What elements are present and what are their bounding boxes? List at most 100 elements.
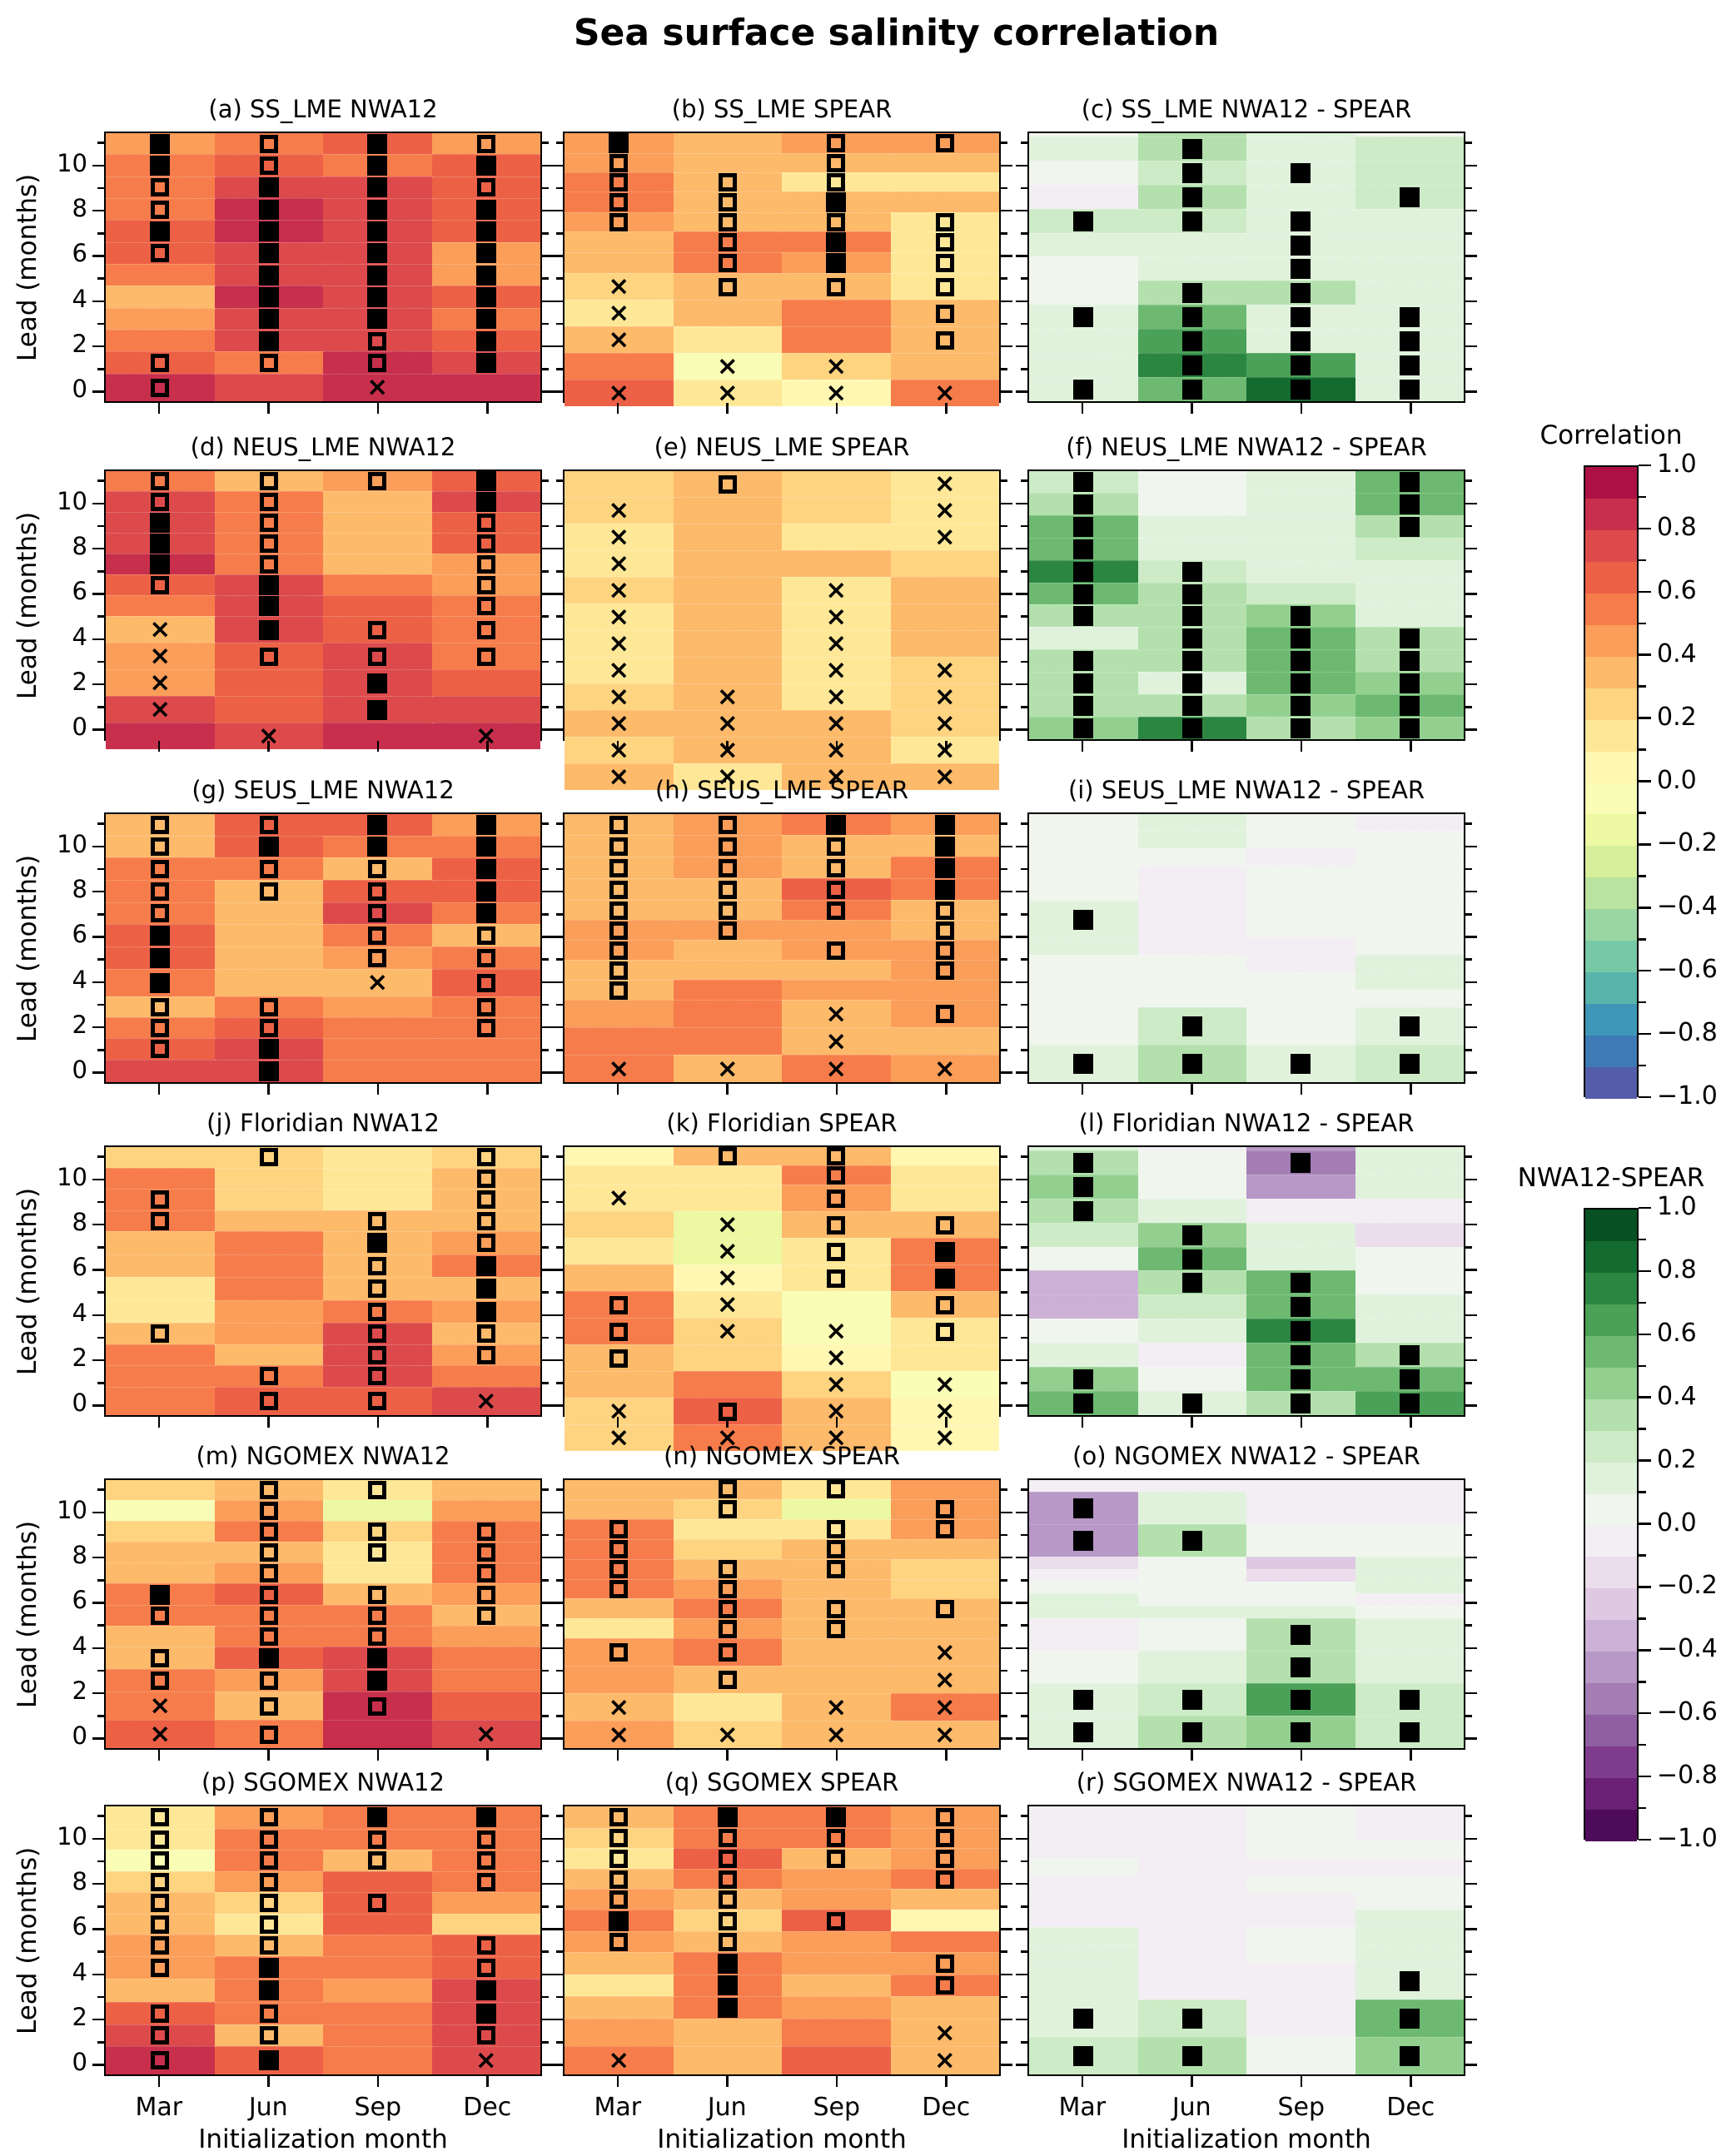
y-axis-tick	[556, 1533, 563, 1537]
y-axis-tick	[97, 615, 104, 618]
y-axis-tick	[551, 1973, 563, 1975]
colorbar-segment	[1585, 656, 1637, 689]
heatmap-cell	[431, 1299, 540, 1323]
x-axis-tick	[1191, 1417, 1193, 1428]
heatmap-cell	[106, 595, 215, 616]
marker-filled-square-icon	[1181, 162, 1202, 183]
y-axis-tick	[1465, 1246, 1472, 1249]
heatmap-cell	[1029, 865, 1138, 883]
heatmap-cell	[214, 1016, 323, 1038]
heatmap-cell	[565, 191, 674, 212]
y-axis-tick	[1001, 186, 1007, 190]
heatmap-cell	[1246, 232, 1355, 257]
heatmap-cell: ×	[565, 763, 674, 790]
colorbar-tick	[1639, 1206, 1651, 1210]
heatmap-cell	[1029, 133, 1138, 137]
y-axis-tick	[542, 1928, 554, 1930]
heatmap-cell	[323, 1669, 432, 1692]
heatmap-cell	[214, 1365, 323, 1387]
heatmap-cell	[1137, 1910, 1246, 1928]
y-axis-tick	[92, 1511, 104, 1513]
subplot-title: (d) NEUS_LME NWA12	[190, 433, 456, 461]
y-axis-tick	[1001, 142, 1007, 144]
heatmap-cell	[323, 2045, 432, 2074]
marker-filled-square-icon	[1291, 651, 1311, 672]
marker-filled-square-icon	[475, 492, 496, 512]
y-axis-tick	[1016, 345, 1027, 348]
y-axis-tick-label: 0	[72, 1056, 87, 1085]
heatmap-cell	[1355, 1962, 1464, 2000]
heatmap-cell	[1029, 1480, 1138, 1492]
heatmap-cell	[565, 1974, 674, 1997]
marker-open-square-icon	[718, 1480, 737, 1499]
y-axis-tick	[542, 1860, 549, 1863]
marker-open-square-icon	[259, 1872, 278, 1891]
y-axis-tick	[1016, 845, 1027, 847]
y-axis-tick	[1016, 936, 1027, 938]
heatmap-cell	[1029, 1840, 1138, 1858]
y-axis-tick	[92, 936, 104, 938]
heatmap-cell	[673, 1344, 782, 1371]
marker-open-square-icon	[476, 647, 495, 666]
marker-x-icon: ×	[608, 655, 630, 685]
subplot-title: (a) SS_LME NWA12	[208, 95, 438, 123]
y-axis-tick	[92, 1359, 104, 1362]
heatmap-cell: ×	[673, 1291, 782, 1318]
heatmap-cell: ×	[890, 1398, 999, 1424]
subplot-title: (f) NEUS_LME NWA12 - SPEAR	[1066, 433, 1427, 461]
heatmap-cell	[782, 153, 891, 172]
heatmap-cell	[1137, 208, 1246, 233]
heatmap-cell	[673, 1371, 782, 1398]
marker-filled-square-icon	[1291, 380, 1311, 400]
heatmap-cell	[1029, 1716, 1138, 1748]
heatmap-cell	[673, 471, 782, 497]
heatmap-cell	[1246, 649, 1355, 673]
heatmap-cell	[323, 643, 432, 669]
marker-filled-square-icon	[367, 673, 388, 693]
marker-filled-square-icon	[1181, 380, 1202, 400]
marker-filled-square-icon	[1073, 2009, 1094, 2029]
y-axis-tick	[551, 1647, 563, 1649]
marker-filled-square-icon	[826, 232, 847, 252]
heatmap-cell	[323, 1935, 432, 1956]
marker-open-square-icon	[151, 1040, 170, 1059]
heatmap-cell	[214, 924, 323, 946]
marker-open-square-icon	[476, 2026, 495, 2045]
heatmap-cell	[214, 351, 323, 374]
y-axis-tick	[1001, 1928, 1012, 1930]
y-axis-tick	[1021, 706, 1027, 708]
marker-open-square-icon	[151, 2051, 170, 2070]
y-axis-tick	[97, 1860, 104, 1863]
colorbar-tick	[1639, 495, 1646, 499]
y-axis-tick	[551, 1882, 563, 1885]
marker-x-icon: ×	[716, 708, 739, 738]
heatmap-cell	[431, 197, 540, 221]
heatmap-cell: ×	[565, 710, 674, 737]
marker-filled-square-icon	[150, 1584, 171, 1605]
heatmap-cell	[1029, 492, 1138, 515]
heatmap-cell	[431, 351, 540, 374]
heatmap-cell	[1029, 972, 1138, 991]
marker-filled-square-icon	[367, 1648, 388, 1669]
y-axis-tick	[97, 1155, 104, 1158]
marker-filled-square-icon	[150, 947, 171, 968]
marker-open-square-icon	[476, 1018, 495, 1037]
marker-open-square-icon	[827, 1215, 846, 1234]
heatmap-cell	[1029, 582, 1138, 605]
colorbar-segment	[1585, 1004, 1637, 1036]
heatmap-cell	[1029, 1581, 1138, 1594]
y-axis-tick	[551, 1359, 563, 1362]
heatmap-cell	[323, 902, 432, 925]
y-axis-tick-label: 8	[72, 194, 87, 223]
colorbar-segment	[1585, 1493, 1637, 1526]
marker-x-icon: ×	[716, 378, 739, 408]
heatmap-cell	[323, 554, 432, 574]
heatmap-cell	[106, 1520, 215, 1542]
marker-filled-square-icon	[258, 1039, 279, 1060]
heatmap-cell: ×	[782, 1344, 891, 1371]
y-axis-tick	[1465, 981, 1477, 983]
y-axis-tick	[1465, 706, 1472, 708]
heatmap-cell	[1029, 1618, 1138, 1652]
y-axis-tick	[1465, 1533, 1472, 1537]
marker-open-square-icon	[368, 1522, 387, 1541]
